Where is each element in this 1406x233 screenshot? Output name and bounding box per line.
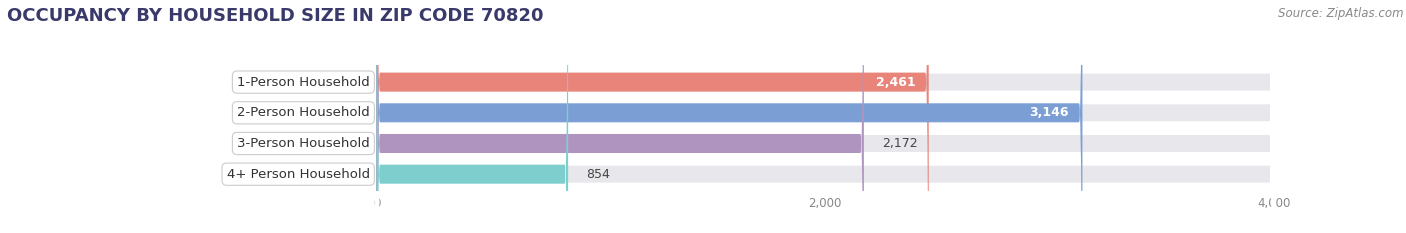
Text: 854: 854 (586, 168, 610, 181)
FancyBboxPatch shape (377, 0, 1274, 233)
Text: 2-Person Household: 2-Person Household (238, 106, 370, 119)
Text: 3,146: 3,146 (1029, 106, 1069, 119)
Text: 2,461: 2,461 (876, 76, 915, 89)
FancyBboxPatch shape (377, 0, 1274, 233)
FancyBboxPatch shape (377, 0, 1274, 233)
FancyBboxPatch shape (377, 0, 929, 233)
FancyBboxPatch shape (377, 0, 1274, 233)
Text: 4+ Person Household: 4+ Person Household (226, 168, 370, 181)
FancyBboxPatch shape (377, 0, 568, 233)
FancyBboxPatch shape (377, 0, 863, 233)
Text: OCCUPANCY BY HOUSEHOLD SIZE IN ZIP CODE 70820: OCCUPANCY BY HOUSEHOLD SIZE IN ZIP CODE … (7, 7, 544, 25)
Text: Source: ZipAtlas.com: Source: ZipAtlas.com (1278, 7, 1403, 20)
Text: 3-Person Household: 3-Person Household (238, 137, 370, 150)
Text: 1-Person Household: 1-Person Household (238, 76, 370, 89)
Text: 2,172: 2,172 (882, 137, 918, 150)
FancyBboxPatch shape (377, 0, 1083, 233)
